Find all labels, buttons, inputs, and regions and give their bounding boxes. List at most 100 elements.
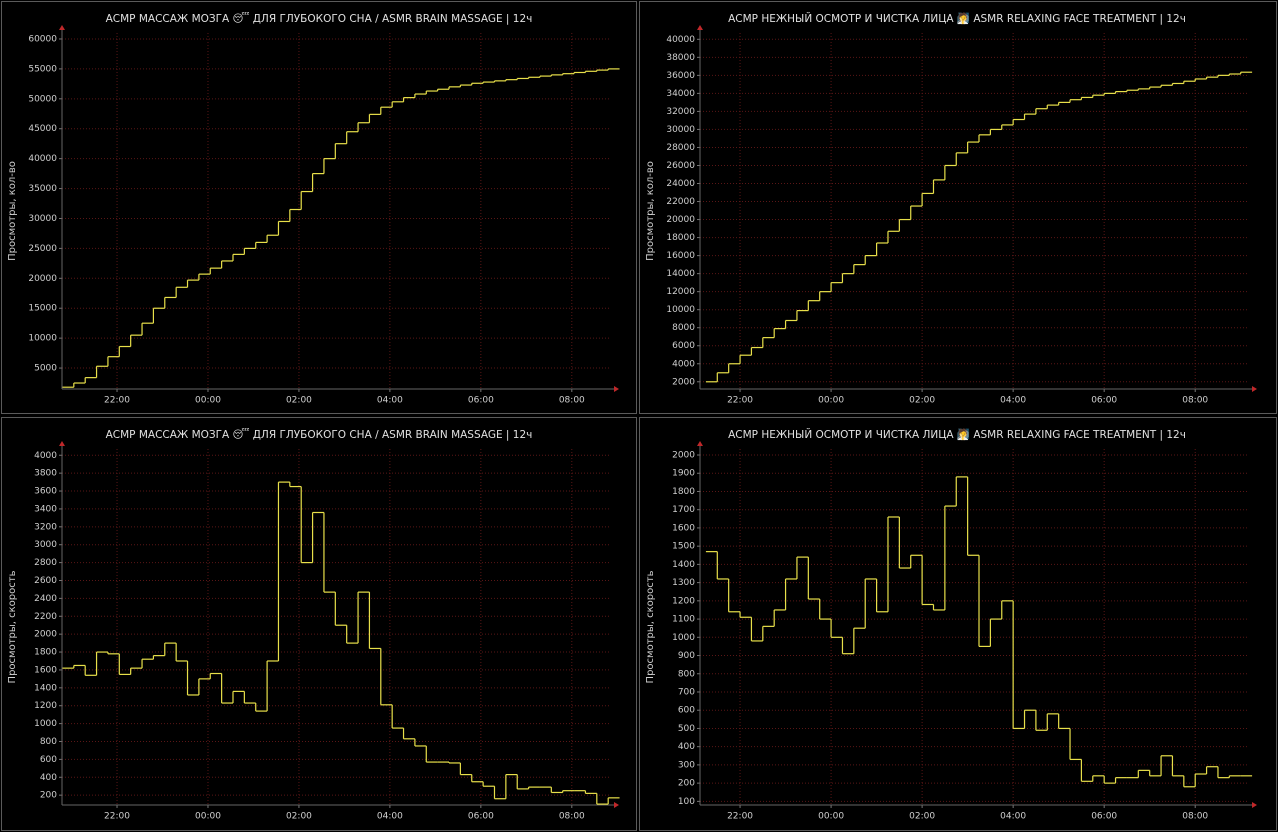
y-tick-label: 2000 xyxy=(672,377,695,387)
chart-panel: АСМР МАССАЖ МОЗГА 😴 ДЛЯ ГЛУБОКОГО СНА / … xyxy=(1,417,637,831)
y-tick-label: 26000 xyxy=(666,161,695,171)
y-tick-label: 2000 xyxy=(672,451,695,461)
y-axis-arrow xyxy=(697,441,703,446)
y-tick-label: 800 xyxy=(678,669,695,679)
y-tick-label: 36000 xyxy=(666,71,695,81)
y-tick-label: 30000 xyxy=(666,125,695,135)
y-tick-label: 3000 xyxy=(34,540,57,550)
y-tick-label: 600 xyxy=(678,706,695,716)
y-tick-label: 2000 xyxy=(34,630,57,640)
y-tick-label: 35000 xyxy=(28,184,57,194)
y-axis-label: Просмотры, скорость xyxy=(7,570,18,683)
y-tick-label: 2800 xyxy=(34,558,57,568)
y-tick-label: 60000 xyxy=(28,34,57,44)
x-tick-label: 04:00 xyxy=(377,396,403,406)
x-tick-label: 06:00 xyxy=(1091,396,1117,406)
x-tick-label: 22:00 xyxy=(104,812,130,822)
chart-title: АСМР МАССАЖ МОЗГА 😴 ДЛЯ ГЛУБОКОГО СНА / … xyxy=(106,12,533,25)
y-tick-label: 1200 xyxy=(672,596,695,606)
x-tick-label: 02:00 xyxy=(286,812,312,822)
y-tick-label: 100 xyxy=(678,797,695,807)
x-axis-arrow xyxy=(614,802,619,808)
y-tick-label: 300 xyxy=(678,760,695,770)
panel-frame xyxy=(1,1,637,414)
y-tick-label: 1700 xyxy=(672,505,695,515)
x-tick-label: 06:00 xyxy=(468,812,494,822)
y-tick-label: 16000 xyxy=(666,251,695,261)
x-tick-label: 22:00 xyxy=(104,396,130,406)
x-tick-label: 02:00 xyxy=(286,396,312,406)
y-tick-label: 22000 xyxy=(666,197,695,207)
y-tick-label: 400 xyxy=(40,773,57,783)
y-tick-label: 32000 xyxy=(666,107,695,117)
y-tick-label: 4000 xyxy=(672,359,695,369)
chart-title: АСМР НЕЖНЫЙ ОСМОТР И ЧИСТКА ЛИЦА 🧖 ASMR … xyxy=(728,428,1186,441)
y-axis-label: Просмотры, кол-во xyxy=(645,161,656,261)
y-tick-label: 700 xyxy=(678,687,695,697)
y-tick-label: 1900 xyxy=(672,469,695,479)
y-tick-label: 1800 xyxy=(672,487,695,497)
x-tick-label: 22:00 xyxy=(727,812,753,822)
panel-frame xyxy=(1,417,637,831)
y-tick-label: 8000 xyxy=(672,323,695,333)
y-tick-label: 1600 xyxy=(34,665,57,675)
y-axis-arrow xyxy=(59,441,65,446)
y-tick-label: 1200 xyxy=(34,701,57,711)
chart-title: АСМР НЕЖНЫЙ ОСМОТР И ЧИСТКА ЛИЦА 🧖 ASMR … xyxy=(728,12,1186,25)
x-tick-label: 02:00 xyxy=(909,396,935,406)
y-tick-label: 34000 xyxy=(666,89,695,99)
x-tick-label: 06:00 xyxy=(468,396,494,406)
x-axis-arrow xyxy=(614,386,619,392)
y-tick-label: 2200 xyxy=(34,612,57,622)
y-tick-label: 15000 xyxy=(28,304,57,314)
y-tick-label: 12000 xyxy=(666,287,695,297)
y-tick-label: 25000 xyxy=(28,244,57,254)
x-tick-label: 08:00 xyxy=(1182,812,1208,822)
y-tick-label: 1100 xyxy=(672,615,695,625)
y-tick-label: 45000 xyxy=(28,124,57,134)
x-tick-label: 00:00 xyxy=(818,812,844,822)
y-tick-label: 20000 xyxy=(28,274,57,284)
y-tick-label: 20000 xyxy=(666,215,695,225)
y-tick-label: 1800 xyxy=(34,648,57,658)
x-axis-arrow xyxy=(1252,386,1257,392)
y-tick-label: 600 xyxy=(40,755,57,765)
chart-panel: АСМР НЕЖНЫЙ ОСМОТР И ЧИСТКА ЛИЦА 🧖 ASMR … xyxy=(639,417,1277,831)
y-tick-label: 50000 xyxy=(28,94,57,104)
x-tick-label: 08:00 xyxy=(1182,396,1208,406)
x-tick-label: 00:00 xyxy=(195,396,221,406)
y-tick-label: 1400 xyxy=(34,683,57,693)
y-tick-label: 500 xyxy=(678,724,695,734)
y-tick-label: 40000 xyxy=(28,154,57,164)
y-tick-label: 5000 xyxy=(34,364,57,374)
y-tick-label: 1000 xyxy=(672,633,695,643)
x-tick-label: 08:00 xyxy=(559,396,585,406)
y-tick-label: 1000 xyxy=(34,719,57,729)
y-axis-label: Просмотры, кол-во xyxy=(7,161,18,261)
y-tick-label: 10000 xyxy=(666,305,695,315)
y-tick-label: 2600 xyxy=(34,576,57,586)
y-tick-label: 3800 xyxy=(34,469,57,479)
y-tick-label: 200 xyxy=(678,779,695,789)
y-tick-label: 4000 xyxy=(34,451,57,461)
y-tick-label: 40000 xyxy=(666,35,695,45)
y-tick-label: 38000 xyxy=(666,53,695,63)
y-tick-label: 2400 xyxy=(34,594,57,604)
x-tick-label: 02:00 xyxy=(909,812,935,822)
y-tick-label: 400 xyxy=(678,742,695,752)
y-tick-label: 1500 xyxy=(672,542,695,552)
x-tick-label: 06:00 xyxy=(1091,812,1117,822)
y-tick-label: 14000 xyxy=(666,269,695,279)
y-tick-label: 55000 xyxy=(28,64,57,74)
x-tick-label: 04:00 xyxy=(1000,396,1026,406)
y-tick-label: 800 xyxy=(40,737,57,747)
y-tick-label: 1600 xyxy=(672,523,695,533)
y-tick-label: 200 xyxy=(40,791,57,801)
panel-frame xyxy=(639,1,1277,414)
y-tick-label: 30000 xyxy=(28,214,57,224)
y-axis-arrow xyxy=(697,25,703,30)
chart-title: АСМР МАССАЖ МОЗГА 😴 ДЛЯ ГЛУБОКОГО СНА / … xyxy=(106,428,533,441)
y-axis-arrow xyxy=(59,25,65,30)
y-tick-label: 28000 xyxy=(666,143,695,153)
